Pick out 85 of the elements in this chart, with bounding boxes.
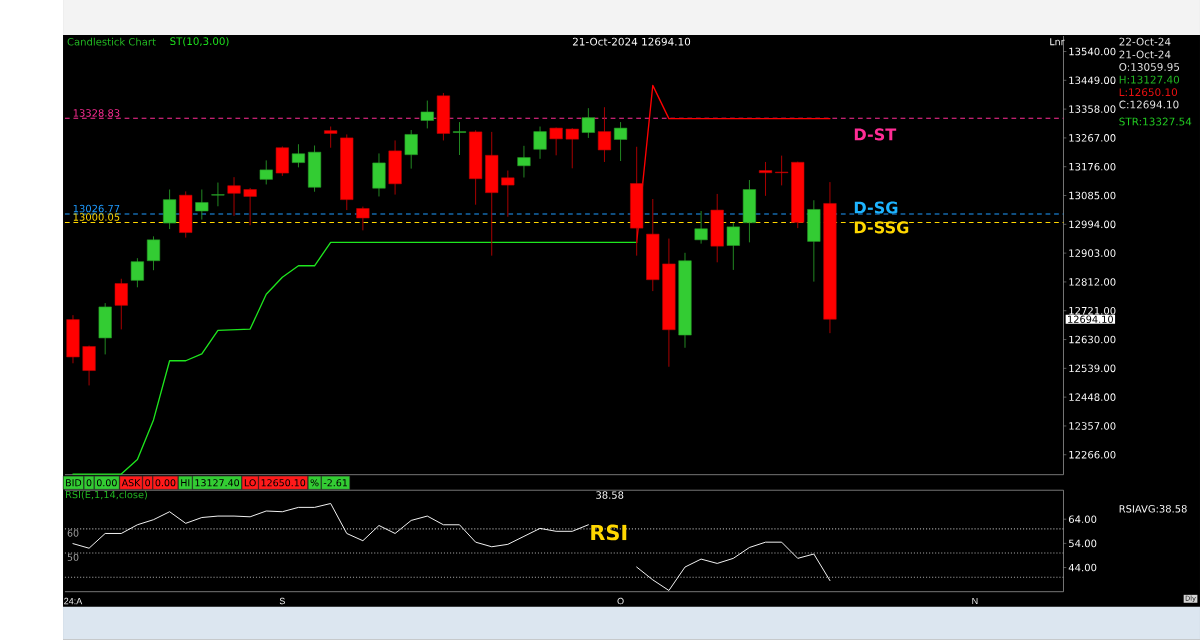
text: %	[310, 479, 319, 487]
y-tick-label: 44.00	[1068, 563, 1097, 572]
text: -2.61	[323, 479, 347, 487]
candlestick	[227, 176, 241, 217]
annotation: 21-Oct-2024 12694.10	[572, 37, 691, 46]
y-tick-label: 13358.00	[1069, 105, 1116, 114]
candlestick	[597, 106, 612, 163]
candlestick	[581, 107, 595, 139]
ref-line-label: 13026.77	[73, 205, 120, 213]
candlestick	[356, 206, 370, 232]
candlestick	[775, 155, 789, 187]
annotation: 38.58	[596, 491, 624, 500]
annotation: Lnr	[1050, 38, 1065, 46]
ref-line-label: 50	[67, 553, 79, 562]
candlestick	[533, 126, 547, 160]
candlestick	[324, 126, 338, 149]
text: 0.00	[96, 479, 117, 487]
chart-title: Candlestick Chart	[67, 38, 156, 46]
text: 0.00	[155, 479, 176, 487]
text: LO	[244, 479, 256, 487]
x-tick-label: 24:A	[64, 598, 83, 605]
y-tick-label: 13449.00	[1069, 76, 1116, 85]
annotation: D-SSG	[854, 221, 909, 234]
x-tick-label: N	[972, 598, 978, 605]
text: ST(10,3.00)	[170, 37, 229, 47]
text: 12650.10	[261, 479, 306, 487]
y-tick-label: 12266.00	[1069, 451, 1116, 459]
y-tick-label: 12357.00	[1069, 422, 1116, 430]
ref-line-label: 60	[67, 529, 79, 537]
candlestick	[501, 170, 515, 218]
x-tick-label: O	[617, 598, 624, 605]
candlestick	[726, 222, 740, 271]
text: ASK	[121, 479, 141, 487]
y-tick-label: 64.00	[1068, 515, 1097, 524]
y-tick-label: 13540.00	[1069, 47, 1116, 56]
candlestick	[517, 145, 531, 179]
ref-line-label: 13328.83	[73, 109, 120, 117]
y-tick-label: 12539.00	[1069, 364, 1116, 373]
candlestick	[291, 143, 306, 169]
candlestick	[614, 121, 628, 162]
text: O:13059.95	[1119, 63, 1180, 72]
y-tick-label: 12994.00	[1069, 220, 1116, 229]
ref-line-label: 13000.05	[73, 213, 120, 222]
text: C:12694.10	[1119, 100, 1179, 109]
text: HI	[181, 479, 190, 487]
candlestick	[420, 100, 434, 130]
candlestick	[565, 127, 579, 169]
text: RSIAVG:38.58	[1119, 505, 1187, 513]
candlestick	[130, 257, 144, 289]
text: STR:13327.54	[1119, 117, 1192, 126]
text: 22-Oct-24	[1119, 37, 1171, 46]
y-tick-label: 13085.00	[1069, 191, 1116, 200]
text: 12694.10	[1068, 315, 1113, 324]
candlestick	[758, 161, 773, 197]
y-tick-label: 54.00	[1069, 539, 1097, 548]
candlestick	[163, 189, 177, 230]
x-tick-label: S	[279, 598, 285, 605]
candlestick	[195, 189, 209, 221]
y-tick-label: 13176.00	[1069, 163, 1116, 171]
text: H:13127.40	[1119, 75, 1180, 84]
y-tick-label: 12448.00	[1069, 393, 1116, 402]
y-tick-label: 12721.00	[1069, 307, 1116, 315]
annotation: D-ST	[854, 128, 897, 141]
candlestick	[259, 160, 273, 186]
text: L:12650.10	[1119, 88, 1178, 97]
y-tick-label: 13267.00	[1069, 134, 1116, 142]
candlestick	[404, 129, 418, 170]
text: 0	[145, 479, 151, 487]
candlestick	[549, 127, 563, 157]
chart-title: RSI(E,1,14,close)	[66, 490, 147, 500]
y-tick-label: 12812.00	[1069, 278, 1116, 286]
y-tick-label: 12903.00	[1069, 249, 1116, 258]
candlestick	[114, 278, 128, 331]
candlestick	[211, 182, 225, 207]
annotation: D-SG	[854, 201, 898, 214]
candlestick	[243, 187, 257, 226]
text: 0	[86, 479, 92, 487]
text: 13127.40	[195, 479, 240, 487]
annotation: RSI	[591, 524, 627, 541]
candlestick	[694, 210, 708, 245]
candlestick	[146, 236, 161, 271]
text: 21-Oct-24	[1119, 50, 1171, 59]
text: BID	[66, 479, 82, 487]
candlestick	[452, 121, 467, 156]
y-tick-label: 12630.00	[1069, 335, 1116, 344]
